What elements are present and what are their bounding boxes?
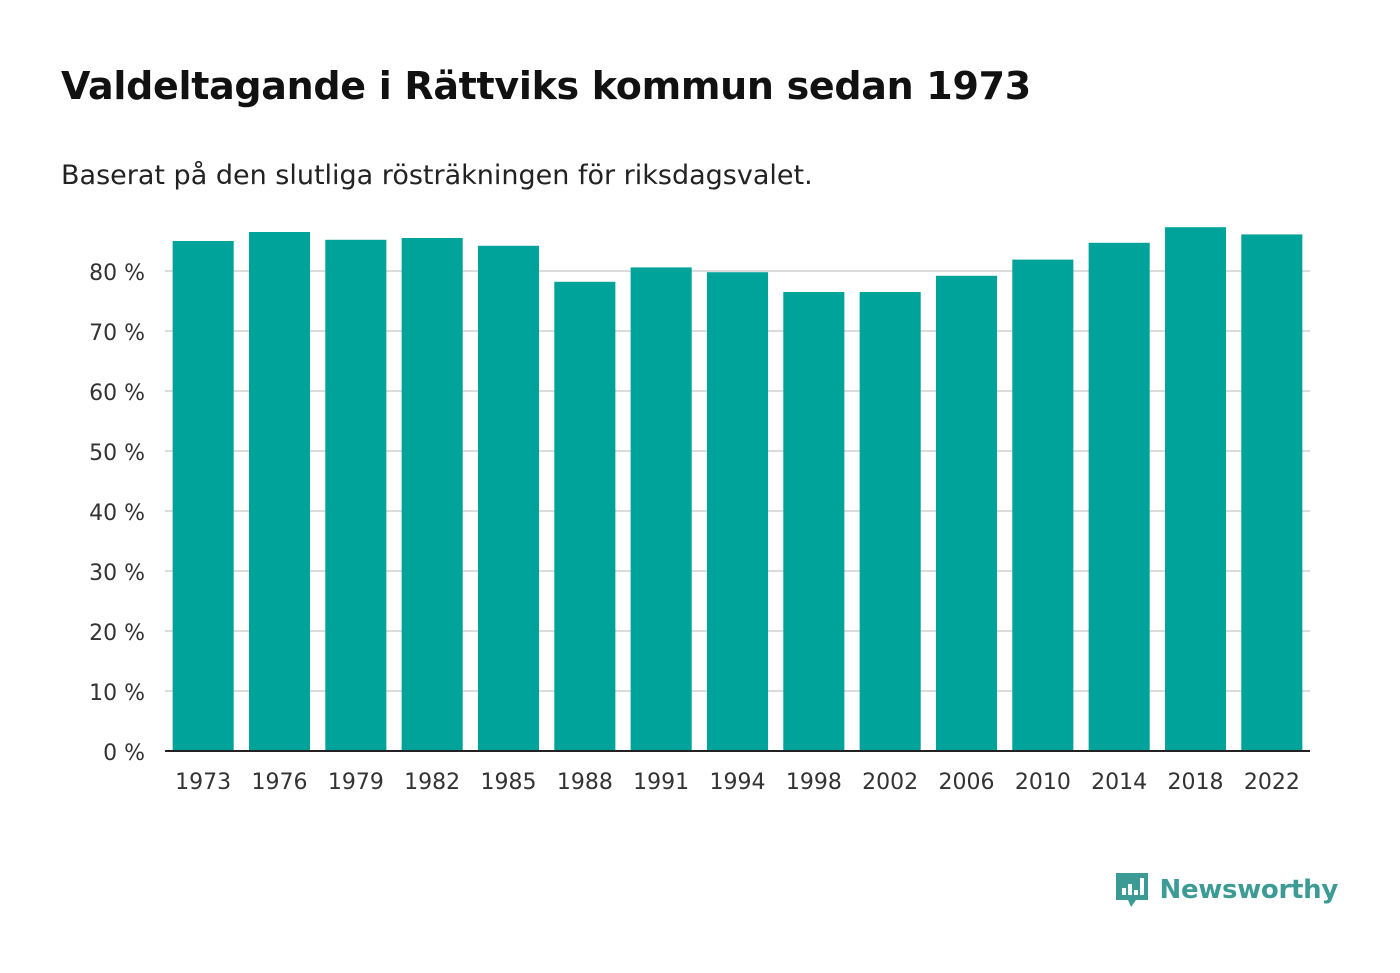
y-tick-label: 60 % — [89, 381, 145, 406]
bar-1994 — [706, 272, 769, 751]
x-tick-label: 1985 — [481, 770, 537, 795]
x-tick-label: 2022 — [1244, 770, 1300, 795]
y-tick-label: 70 % — [89, 321, 145, 346]
y-tick-label: 50 % — [89, 441, 145, 466]
bar-2006 — [935, 275, 998, 751]
y-tick-label: 80 % — [89, 261, 145, 286]
y-tick-label: 20 % — [89, 621, 145, 646]
x-tick-label: 2002 — [862, 770, 918, 795]
bar-1988 — [554, 281, 616, 751]
bar-2014 — [1088, 242, 1150, 752]
x-tick-label: 1973 — [175, 770, 231, 795]
newsworthy-logo-icon — [1115, 873, 1148, 907]
bar-2022 — [1241, 234, 1303, 751]
bar-1982 — [401, 238, 463, 751]
bar-1976 — [248, 232, 311, 751]
x-tick-label: 1976 — [252, 770, 308, 795]
x-tick-label: 1998 — [786, 770, 842, 795]
bar-2002 — [859, 292, 921, 751]
x-tick-label: 1991 — [633, 770, 689, 795]
y-tick-label: 10 % — [89, 681, 145, 706]
x-tick-label: 2014 — [1091, 770, 1147, 795]
bar-1985 — [477, 245, 540, 752]
bar-1979 — [325, 239, 387, 752]
brand-name: Newsworthy — [1159, 875, 1339, 905]
x-tick-label: 1979 — [328, 770, 384, 795]
newsworthy-brand: Newsworthy — [1114, 870, 1338, 910]
x-tick-label: 1988 — [557, 770, 613, 795]
y-tick-label: 40 % — [89, 501, 145, 526]
x-tick-label: 2018 — [1168, 770, 1224, 795]
bar-2010 — [1012, 259, 1074, 751]
chart-title: Valdeltagande i Rättviks kommun sedan 19… — [61, 64, 1031, 108]
x-tick-labels: 1973 1976 1979 1982 1985 1988 1991 1994 1998 2002… — [175, 770, 1300, 795]
bar-1991 — [630, 267, 692, 751]
y-tick-label: 0 % — [103, 741, 145, 766]
x-tick-label: 2010 — [1015, 770, 1071, 795]
x-tick-label: 1982 — [404, 770, 460, 795]
bar-1998 — [783, 292, 845, 751]
bars — [172, 227, 1303, 752]
bar-2018 — [1164, 227, 1227, 751]
bar-1973 — [172, 241, 234, 751]
chart-subtitle: Baserat på den slutliga rösträkningen fö… — [61, 160, 813, 191]
x-tick-label: 1994 — [710, 770, 766, 795]
y-tick-labels: 0 % 10 % 20 % 30 % 40 % 50 % 60 % 70 % 80 % — [89, 261, 145, 766]
x-tick-label: 2006 — [939, 770, 995, 795]
y-tick-label: 30 % — [89, 561, 145, 586]
